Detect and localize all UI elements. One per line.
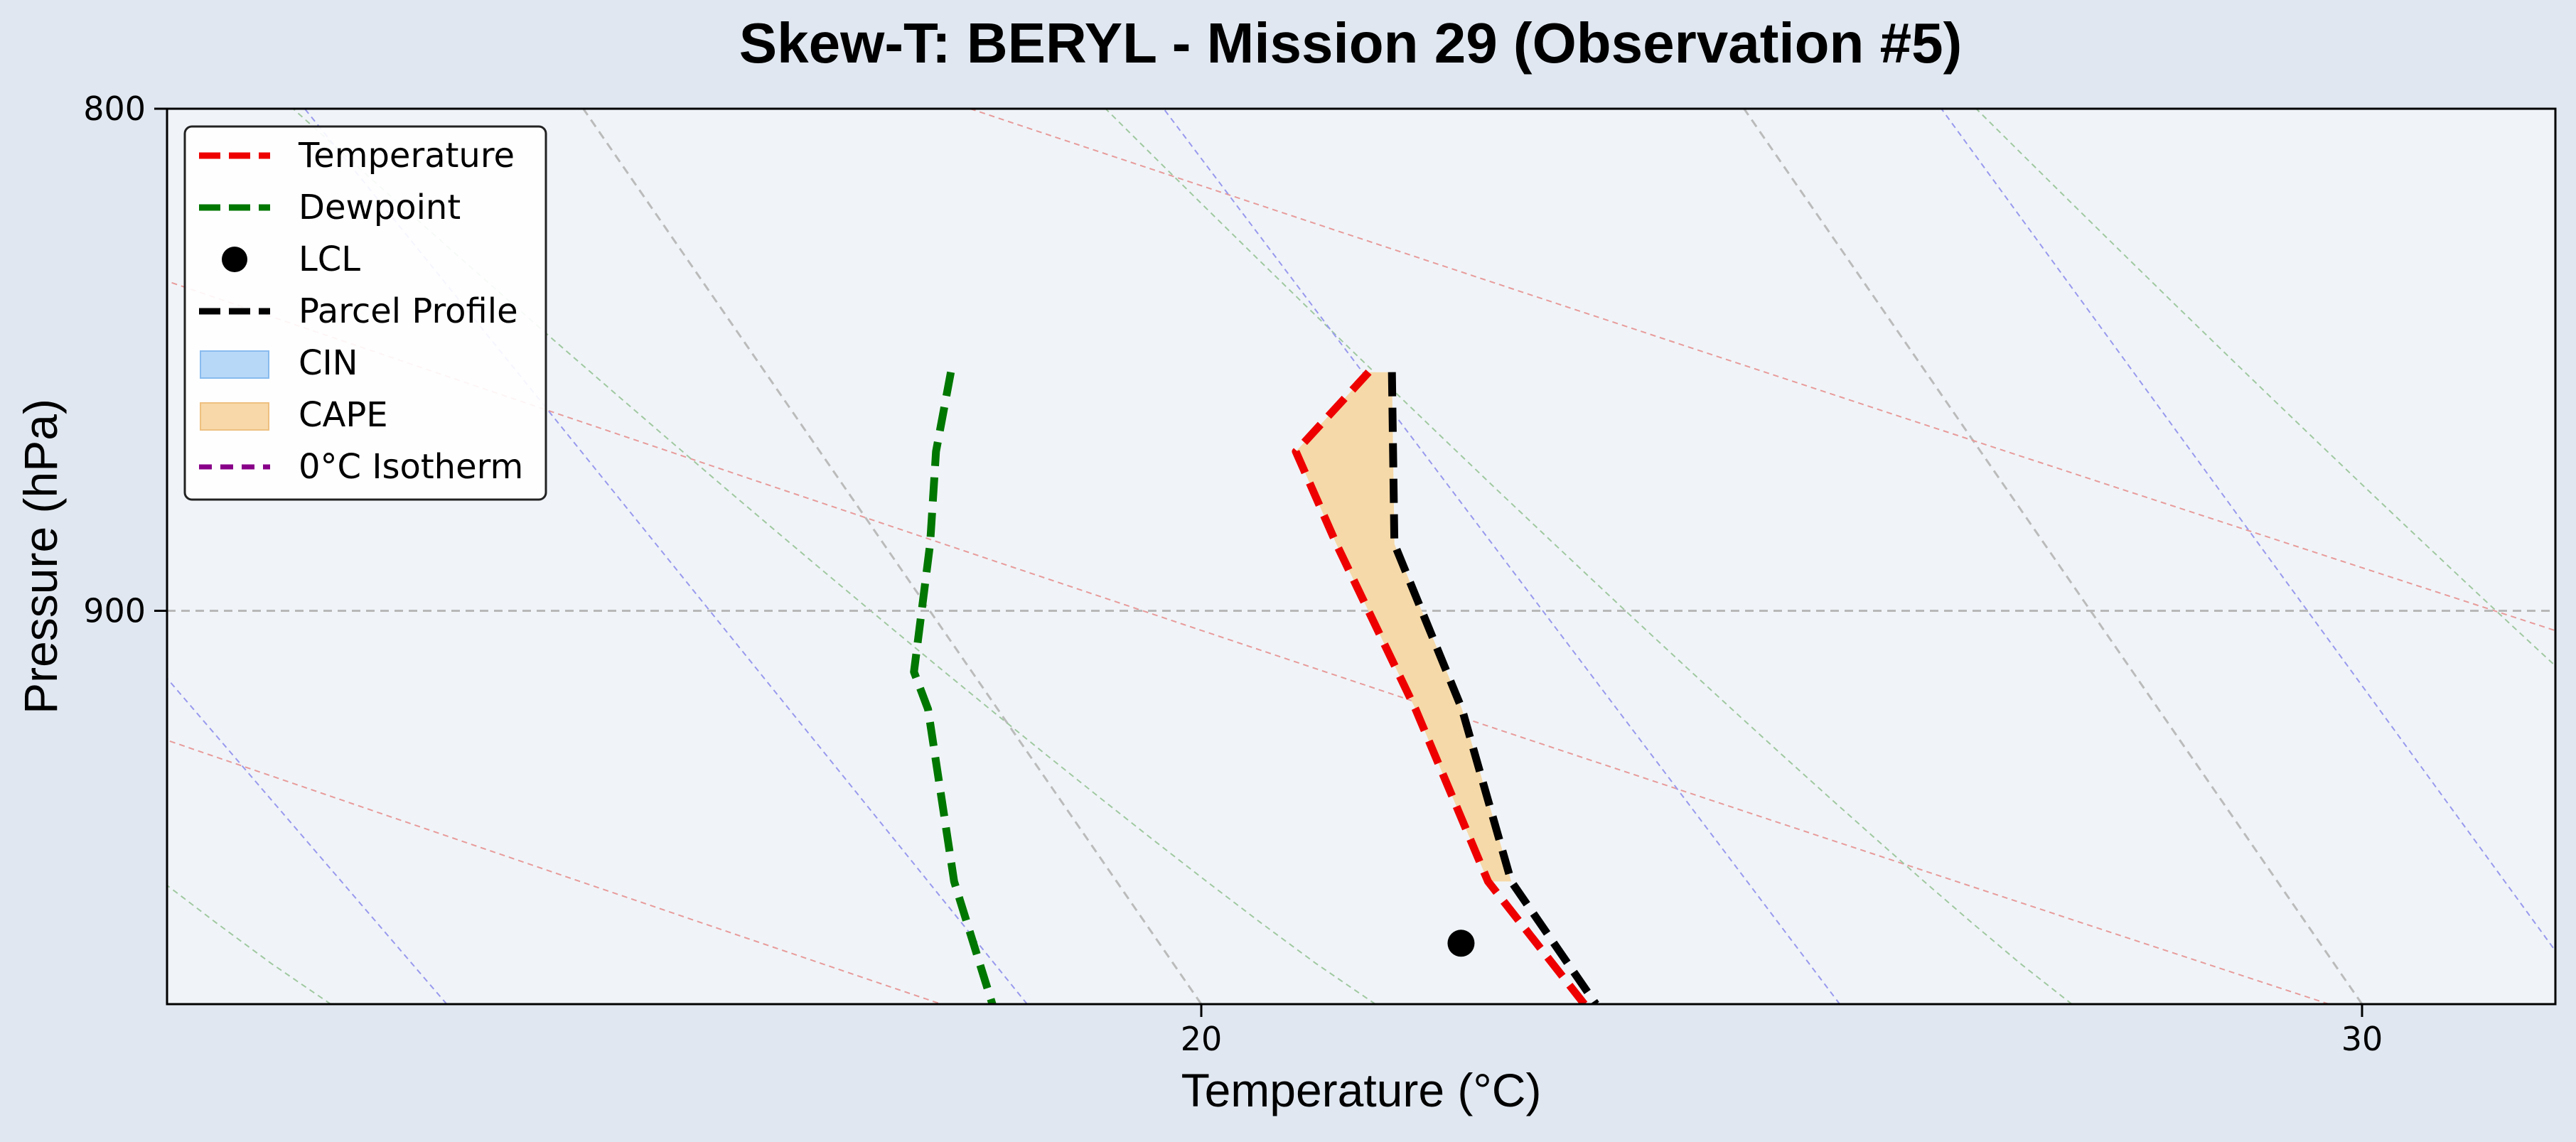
y-axis-label: Pressure (hPa) [14, 399, 67, 714]
legend-entry-cape: CAPE [200, 395, 388, 435]
legend-entry-zero-isotherm: 0°C Isotherm [199, 447, 523, 487]
legend-label-cin: CIN [299, 343, 358, 383]
chart-title: Skew-T: BERYL - Mission 29 (Observation … [739, 11, 1962, 75]
legend-entry-lcl: LCL [222, 239, 360, 279]
x-tick-label: 30 [2341, 1020, 2383, 1058]
axis-ticks: 20 30 800 900 [83, 90, 2383, 1058]
dry-adiabat-line [167, 280, 2329, 1004]
mixing-ratio-line [1163, 109, 1840, 1004]
legend-label-parcel-profile: Parcel Profile [299, 291, 518, 331]
fill-regions [1296, 372, 1512, 882]
plot-frame [166, 107, 2557, 1006]
y-tick-label: 900 [83, 592, 146, 630]
legend: Temperature Dewpoint LCL Parcel Profile … [183, 125, 547, 501]
legend-entry-dewpoint: Dewpoint [199, 188, 461, 227]
legend-entry-parcel-profile: Parcel Profile [199, 291, 518, 331]
legend-swatch-cape [200, 402, 269, 431]
x-tick-label: 20 [1181, 1020, 1223, 1058]
y-tick-label: 800 [83, 90, 146, 128]
background-guide-lines [167, 109, 2555, 1004]
series-lines [910, 369, 1599, 1004]
legend-entry-cin: CIN [200, 343, 358, 383]
legend-label-dewpoint: Dewpoint [299, 188, 461, 227]
isotherm-line [1743, 109, 2363, 1004]
series-line-dewpoint [910, 371, 997, 1004]
lcl-marker [1447, 930, 1475, 957]
cape-region [1296, 372, 1512, 882]
x-axis-label: Temperature (°C) [1181, 1064, 1542, 1116]
legend-label-temperature: Temperature [298, 136, 515, 176]
moist-adiabat-line [1975, 109, 2555, 667]
legend-entry-temperature: Temperature [199, 136, 515, 176]
legend-label-lcl: LCL [299, 239, 360, 279]
legend-label-zero-isotherm: 0°C Isotherm [299, 447, 523, 487]
dry-adiabat-line [970, 109, 2555, 632]
legend-swatch-lcl [222, 247, 247, 272]
isotherm-line [582, 109, 1203, 1004]
legend-box [183, 125, 547, 501]
moist-adiabat-line [292, 109, 1376, 1004]
mixing-ratio-line [1941, 109, 2555, 952]
legend-label-cape: CAPE [299, 395, 388, 435]
legend-swatch-cin [200, 350, 269, 379]
markers [1447, 930, 1475, 957]
series-line-temperature [1292, 369, 1588, 1004]
dry-adiabat-line [167, 739, 942, 1004]
series-line-parcel-profile [1388, 372, 1599, 1004]
moist-adiabat-line [1105, 109, 2073, 1004]
